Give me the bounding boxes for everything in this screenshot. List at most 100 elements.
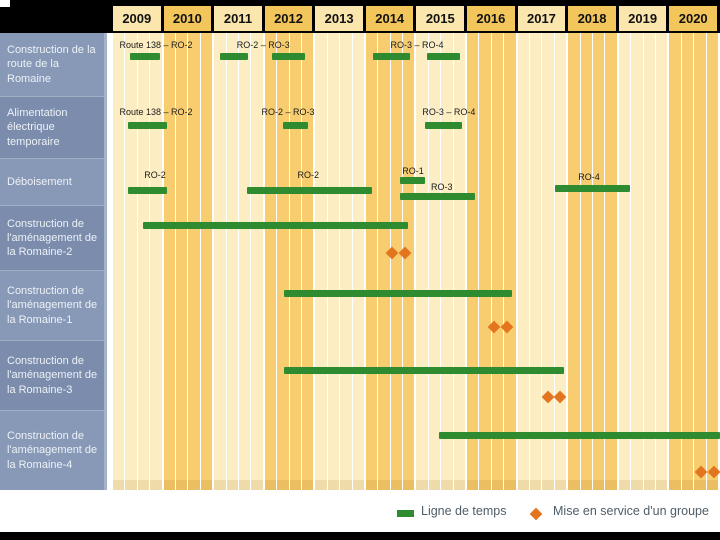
bar-label: RO-2 (297, 170, 320, 180)
grid-bottom-band (467, 480, 479, 490)
sidebar-row-label-6: Construction de l'aménagement de la Roma… (0, 340, 104, 410)
grid-bottom-band (214, 480, 226, 490)
timeline-bar (283, 290, 513, 297)
grid-quarter-stripe (327, 33, 340, 490)
timeline-bar-icon (397, 510, 414, 517)
timeline-bar (283, 367, 565, 374)
legend-milestone-label: Mise en service d'un groupe (553, 504, 709, 518)
grid-column-2015 (416, 33, 466, 490)
grid-bottom-band (150, 480, 162, 490)
grid-column-2020 (669, 33, 718, 490)
grid-bottom-band (365, 480, 378, 490)
timeline-bar (128, 187, 168, 194)
grid-quarter-stripe (289, 33, 301, 490)
grid-column-2019 (618, 33, 668, 490)
grid-bottom-band (125, 480, 137, 490)
grid-bottom-band (277, 480, 289, 490)
year-label-2011: 2011 (214, 6, 262, 31)
grid-quarter-stripe (593, 33, 605, 490)
grid-quarter-stripe (301, 33, 314, 490)
timeline-bar (247, 187, 372, 194)
row-label-text: Alimentation électrique temporaire (7, 107, 68, 148)
year-label-2014: 2014 (365, 6, 414, 31)
grid-quarter-stripe (277, 33, 289, 490)
sidebar-row-label-2: Alimentation électrique temporaire (0, 96, 104, 158)
timeline-bar (220, 53, 249, 60)
year-label-2013: 2013 (315, 6, 363, 31)
grid-bottom-band (340, 480, 352, 490)
grid-quarter-stripe (238, 33, 251, 490)
timeline-bar (142, 222, 408, 229)
corner-square (0, 0, 10, 7)
grid-bottom-band (301, 480, 314, 490)
timeline-bar (130, 53, 161, 60)
timeline-bar (271, 53, 306, 60)
grid-bottom-band (631, 480, 643, 490)
grid-quarter-stripe (441, 33, 453, 490)
plot-area: Route 138 – RO-2 RO-2 – RO-3 RO-3 – RO-4 Ro… (113, 33, 720, 490)
year-label-2010: 2010 (163, 6, 212, 31)
bar-label: RO-1 (402, 166, 424, 176)
grid-quarter-stripe (504, 33, 516, 490)
year-label-2015: 2015 (416, 6, 465, 31)
grid-quarter-stripe (542, 33, 554, 490)
grid-quarter-stripe (568, 33, 580, 490)
timeline-bar (427, 53, 460, 60)
grid-quarter-stripe (352, 33, 364, 490)
grid-quarter-stripe (416, 33, 428, 490)
grid-quarter-stripe (491, 33, 504, 490)
grid-quarter-stripe (137, 33, 150, 490)
grid-bottom-band (669, 480, 681, 490)
grid-column-2011 (214, 33, 263, 490)
grid-quarter-stripe (467, 33, 479, 490)
grid-bottom-band (251, 480, 263, 490)
milestone-diamond-icon (529, 507, 543, 521)
row-label-text: Déboisement (7, 175, 72, 188)
grid-column-2017 (517, 33, 567, 490)
grid-quarter-stripe (113, 33, 125, 490)
sidebar-row-label-7: Construction de l'aménagement de la Roma… (0, 410, 104, 490)
sidebar-row-label-3: Déboisement (0, 158, 104, 205)
grid-quarter-stripe (378, 33, 390, 490)
year-label-2009: 2009 (113, 6, 161, 31)
grid-bottom-band (238, 480, 251, 490)
grid-quarter-stripe (428, 33, 441, 490)
grid-column-2018 (568, 33, 617, 490)
grid-bottom-band (643, 480, 655, 490)
bar-label: RO-4 (578, 172, 600, 182)
grid-column-2016 (467, 33, 516, 490)
timeline-bar (399, 193, 476, 200)
grid-bottom-band (542, 480, 554, 490)
grid-quarter-stripe (175, 33, 188, 490)
grid-bottom-band (390, 480, 403, 490)
grid-column-2013 (315, 33, 364, 490)
grid-bottom-band (137, 480, 150, 490)
timeline-bar (282, 122, 309, 129)
grid-quarter-stripe (340, 33, 352, 490)
grid-column-2010 (163, 33, 213, 490)
grid-bottom-band (315, 480, 327, 490)
grid-bottom-band (605, 480, 617, 490)
timeline-bar (555, 185, 630, 192)
grid-quarter-stripe (200, 33, 213, 490)
grid-bottom-band (200, 480, 213, 490)
year-label-2017: 2017 (517, 6, 566, 31)
grid-quarter-stripe (479, 33, 491, 490)
grid-bottom-band (580, 480, 593, 490)
grid-quarter-stripe (554, 33, 567, 490)
grid-bottom-band (568, 480, 580, 490)
grid-quarter-stripe (618, 33, 631, 490)
timeline-bar (372, 53, 410, 60)
bar-label: RO-2 (144, 170, 166, 180)
grid-bottom-band (175, 480, 188, 490)
grid-bottom-band (352, 480, 364, 490)
grid-bottom-band (656, 480, 668, 490)
grid-quarter-stripe (681, 33, 694, 490)
grid-bottom-band (327, 480, 340, 490)
grid-quarter-stripe (264, 33, 277, 490)
grid-bottom-band (681, 480, 694, 490)
grid-bottom-band (479, 480, 491, 490)
timeline-bar (399, 177, 426, 184)
grid-bottom-band (504, 480, 516, 490)
grid-quarter-stripe (251, 33, 263, 490)
